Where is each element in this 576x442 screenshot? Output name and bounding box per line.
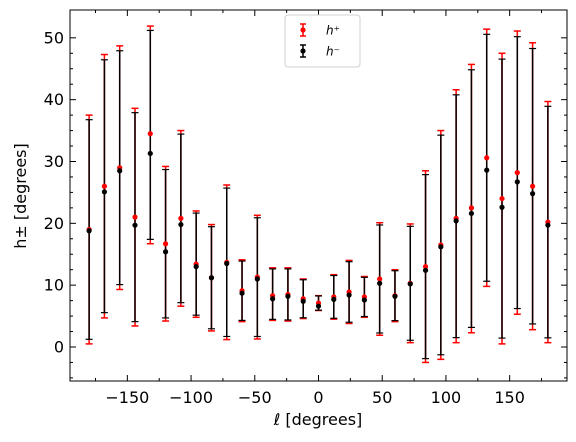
legend-marker	[300, 27, 306, 33]
y-tick-label: 50	[44, 28, 64, 47]
legend-label: h⁻	[326, 45, 340, 59]
y-tick-label: 20	[44, 214, 64, 233]
data-point-h-minus	[270, 296, 276, 302]
data-point-h-minus	[193, 264, 199, 270]
data-point-h-minus	[468, 210, 475, 217]
data-point-h-minus	[392, 293, 398, 299]
x-tick-label: −50	[238, 388, 272, 407]
x-tick-label: 50	[372, 388, 392, 407]
data-point-h-minus	[239, 290, 245, 296]
data-point-h-minus	[162, 249, 169, 255]
legend-label: h⁺	[326, 24, 340, 38]
x-axis-label: ℓ [degrees]	[273, 410, 363, 429]
data-point-h-minus	[300, 298, 306, 304]
data-point-h-plus	[468, 205, 475, 211]
x-tick-label: 150	[494, 388, 525, 407]
legend-entries: h⁺ h⁻	[300, 23, 340, 59]
y-tick-label: 0	[54, 337, 64, 356]
data-point-h-minus	[117, 168, 123, 174]
data-point-h-minus	[407, 281, 413, 287]
data-point-h-minus	[101, 189, 108, 195]
data-point-h-minus	[178, 221, 184, 228]
data-point-h-plus	[162, 241, 169, 247]
data-point-h-minus	[545, 222, 551, 228]
data-point-h-minus	[254, 276, 260, 282]
data-point-h-minus	[132, 222, 138, 228]
data-point-h-minus	[361, 297, 367, 303]
data-point-h-plus	[101, 183, 108, 189]
data-point-h-minus	[422, 267, 429, 273]
y-tick-label: 30	[44, 152, 64, 171]
data-point-h-plus	[178, 215, 184, 221]
data-point-h-plus	[499, 195, 505, 202]
data-point-h-plus	[514, 170, 520, 176]
y-tick-label: 40	[44, 90, 64, 109]
chart-marks	[85, 25, 552, 364]
data-point-h-minus	[514, 179, 520, 185]
data-point-h-plus	[529, 183, 536, 189]
data-point-h-plus	[132, 214, 138, 220]
data-point-h-minus	[346, 292, 352, 298]
data-point-h-minus	[315, 303, 322, 309]
data-point-h-minus	[224, 260, 230, 267]
data-point-h-minus	[86, 228, 92, 234]
y-tick-label: 10	[44, 276, 64, 295]
y-axis-label: h± [degrees]	[11, 143, 30, 249]
data-point-h-minus	[438, 244, 444, 250]
data-point-h-minus	[499, 204, 505, 210]
x-tick-label: 0	[313, 388, 323, 407]
legend: h⁺ h⁻	[284, 14, 361, 68]
data-point-h-minus	[453, 218, 459, 224]
data-point-h-minus	[331, 296, 337, 302]
data-point-h-minus	[285, 293, 291, 299]
legend-box	[284, 14, 361, 68]
x-tick-label: −150	[105, 388, 149, 407]
data-point-h-plus	[484, 155, 490, 161]
data-point-h-plus	[422, 264, 429, 270]
x-tick-label: −100	[169, 388, 213, 407]
data-point-h-minus	[484, 167, 490, 173]
data-point-h-minus	[147, 150, 153, 157]
x-tick-label: 100	[431, 388, 462, 407]
data-point-h-minus	[377, 280, 383, 286]
axis-ticks: −150 −100 −50 0 50 100 150 0 10 20 30 40 50	[44, 10, 567, 407]
legend-marker	[300, 48, 306, 54]
data-point-h-minus	[208, 275, 215, 281]
data-point-h-minus	[529, 191, 536, 197]
data-point-h-plus	[377, 276, 383, 282]
data-point-h-plus	[147, 131, 153, 137]
